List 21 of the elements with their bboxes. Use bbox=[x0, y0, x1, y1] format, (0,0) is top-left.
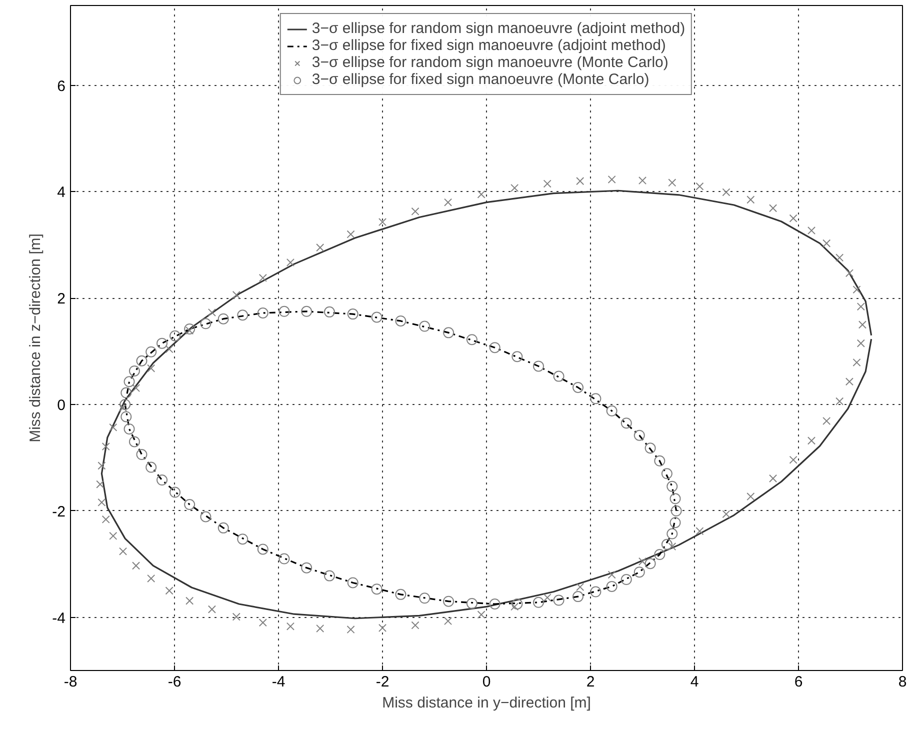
x-tick-label: -6 bbox=[168, 674, 182, 690]
y-tick-label: 4 bbox=[57, 184, 66, 202]
x-tick-label: -8 bbox=[64, 674, 78, 690]
y-tick-label: 2 bbox=[57, 290, 66, 308]
legend-label: 3−σ ellipse for random sign manoeuvre (Monte Carlo) bbox=[312, 54, 668, 71]
x-tick-label: 6 bbox=[794, 674, 803, 690]
x-tick-label: 2 bbox=[586, 674, 595, 690]
x-tick-label: -4 bbox=[272, 674, 286, 690]
x-tick-label: 0 bbox=[482, 674, 491, 690]
legend-label: 3−σ ellipse for random sign manoeuvre (adjoint method) bbox=[312, 20, 686, 37]
x-tick-label: 8 bbox=[898, 674, 907, 690]
y-tick-label: -2 bbox=[52, 503, 66, 520]
y-tick-label: -4 bbox=[52, 610, 66, 627]
y-tick-label: 0 bbox=[57, 397, 66, 414]
x-tick-label: -2 bbox=[376, 674, 390, 690]
y-axis-title: Miss distance in z−direction [m] bbox=[27, 234, 44, 442]
legend-label: 3−σ ellipse for fixed sign manoeuvre (Monte Carlo) bbox=[312, 71, 650, 88]
x-axis-title: Miss distance in y−direction [m] bbox=[382, 694, 591, 712]
x-tick-label: 4 bbox=[690, 674, 699, 690]
y-tick-label: 6 bbox=[57, 78, 66, 95]
legend-label: 3−σ ellipse for fixed sign manoeuvre (adjoint method) bbox=[312, 37, 666, 54]
